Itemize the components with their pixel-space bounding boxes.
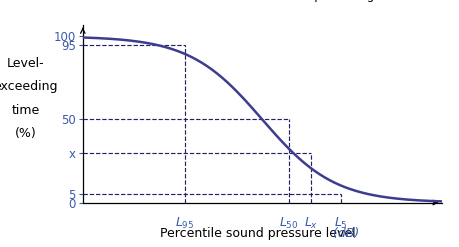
Text: $L_x$: $L_x$ [303, 216, 317, 231]
Text: (dB): (dB) [165, 227, 358, 240]
Text: $L_{95}$: $L_{95}$ [175, 216, 194, 231]
Text: Level-: Level- [6, 57, 44, 70]
Text: exceeding: exceeding [0, 81, 57, 93]
Text: (%): (%) [15, 127, 36, 140]
Text: Relationship between percentile sound pressure
level and the percentage of level: Relationship between percentile sound pr… [233, 0, 459, 1]
Text: $L_{50}$: $L_{50}$ [279, 216, 298, 231]
Text: $L_5$: $L_5$ [334, 216, 347, 231]
Text: Percentile sound pressure level: Percentile sound pressure level [160, 227, 363, 240]
Text: time: time [11, 103, 39, 117]
